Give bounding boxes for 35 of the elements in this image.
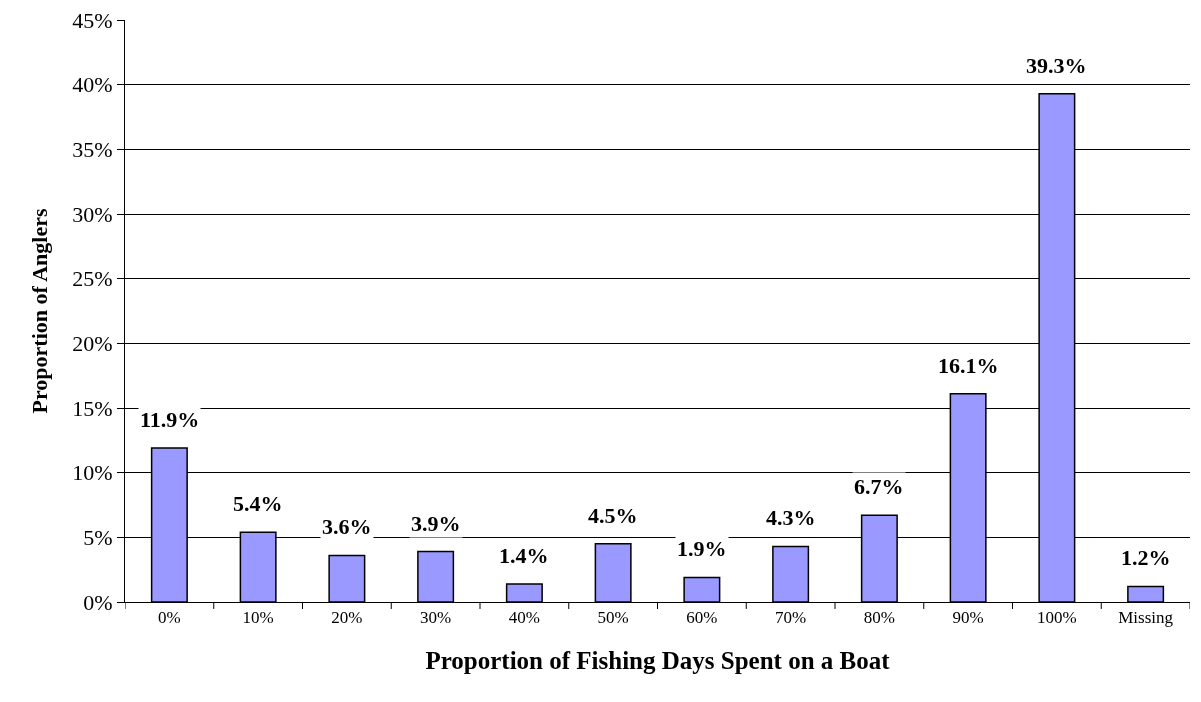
x-tick-label: Missing <box>1118 608 1174 628</box>
data-label: 3.6% <box>322 514 372 539</box>
data-label: 1.4% <box>499 543 549 568</box>
x-tick-label: 60% <box>686 608 718 628</box>
y-tick-label: 30% <box>72 201 113 227</box>
data-label: 39.3% <box>1026 53 1087 78</box>
data-label: 6.7% <box>854 474 904 499</box>
x-tick-label: 40% <box>508 608 540 628</box>
data-label: 16.1% <box>938 353 999 378</box>
x-tick-label: 30% <box>420 608 452 628</box>
y-tick-label: 35% <box>72 137 113 163</box>
x-tick-label: 80% <box>863 608 895 628</box>
y-tick-label: 15% <box>72 395 113 421</box>
y-tick-label: 5% <box>83 525 113 551</box>
data-label: 5.4% <box>233 491 283 516</box>
data-label: 11.9% <box>140 407 200 432</box>
x-tick-label: 20% <box>331 608 363 628</box>
y-tick-label: 40% <box>72 72 113 98</box>
y-tick-label: 45% <box>72 7 113 33</box>
x-tick-label: 0% <box>158 608 181 628</box>
data-label: 1.9% <box>677 536 727 561</box>
y-tick-label: 20% <box>72 331 113 357</box>
x-tick-label: 50% <box>597 608 629 628</box>
data-label: 4.5% <box>588 503 638 528</box>
data-label: 1.2% <box>1121 545 1171 570</box>
x-tick-label: 70% <box>775 608 807 628</box>
data-label: 4.3% <box>766 505 816 530</box>
x-tick-label: 10% <box>242 608 274 628</box>
x-axis-title: Proportion of Fishing Days Spent on a Boat <box>425 647 891 675</box>
y-tick-label: 10% <box>72 460 113 486</box>
x-tick-label: 100% <box>1037 608 1077 628</box>
data-label: 3.9% <box>411 511 461 536</box>
y-axis-title: Proportion of Anglers <box>27 208 53 414</box>
x-tick-label: 90% <box>952 608 984 628</box>
y-tick-label: 25% <box>72 266 113 292</box>
